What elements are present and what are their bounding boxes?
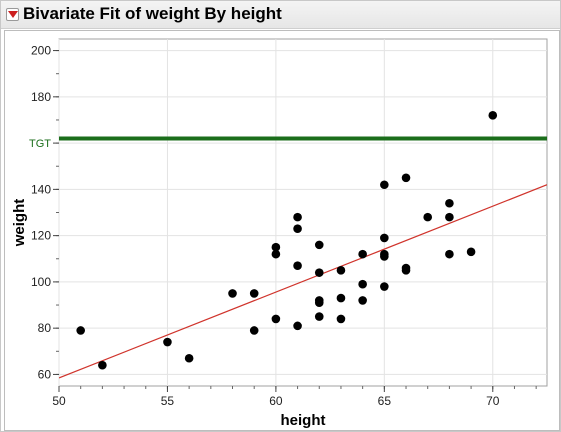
data-point[interactable] xyxy=(163,337,172,347)
data-point[interactable] xyxy=(445,212,454,222)
y-tick-label: 120 xyxy=(31,229,51,243)
y-tick-label: 200 xyxy=(31,44,51,58)
data-point[interactable] xyxy=(380,282,389,291)
data-point[interactable] xyxy=(466,247,476,257)
data-point[interactable] xyxy=(249,289,259,298)
report-title: Bivariate Fit of weight By height xyxy=(23,4,282,23)
y-axis-title: weight xyxy=(11,199,28,248)
report-title-bar: Bivariate Fit of weight By height xyxy=(1,1,560,29)
data-point[interactable] xyxy=(293,261,302,271)
data-point[interactable] xyxy=(358,296,367,305)
data-point[interactable] xyxy=(314,298,324,308)
data-point[interactable] xyxy=(314,312,324,321)
x-tick-label: 50 xyxy=(52,394,66,408)
data-point[interactable] xyxy=(401,173,411,183)
data-point[interactable] xyxy=(293,224,302,233)
y-tick-label: 80 xyxy=(38,321,52,335)
data-point[interactable] xyxy=(358,249,367,259)
x-tick-label: 55 xyxy=(161,394,175,408)
data-point[interactable] xyxy=(445,249,454,259)
data-point[interactable] xyxy=(358,279,367,289)
data-point[interactable] xyxy=(401,266,411,275)
x-tick-label: 60 xyxy=(269,394,283,408)
data-point[interactable] xyxy=(380,252,389,261)
data-point[interactable] xyxy=(76,326,85,335)
plot-area xyxy=(58,38,548,387)
data-point[interactable] xyxy=(336,266,346,275)
data-point[interactable] xyxy=(293,212,302,222)
data-point[interactable] xyxy=(314,240,324,250)
data-point[interactable] xyxy=(488,111,498,120)
data-point[interactable] xyxy=(271,314,281,324)
y-tick-label: 180 xyxy=(31,90,51,104)
data-point[interactable] xyxy=(336,293,346,303)
data-point[interactable] xyxy=(423,212,433,222)
data-point[interactable] xyxy=(249,326,259,335)
fit-line[interactable] xyxy=(59,184,547,379)
disclosure-triangle-icon[interactable] xyxy=(6,8,19,21)
reference-line-label: TGT xyxy=(29,138,51,150)
x-axis-title: height xyxy=(281,412,326,429)
plot-panel: 50 55 60 65 70 60 80 100 120 140 TGT 180 200 height we… xyxy=(4,30,560,431)
data-point[interactable] xyxy=(445,198,454,208)
scatter-chart[interactable]: 50 55 60 65 70 60 80 100 120 140 TGT 180 200 height we… xyxy=(5,31,559,430)
x-tick-label: 70 xyxy=(486,394,500,408)
data-point[interactable] xyxy=(98,360,107,370)
x-tick-label: 65 xyxy=(378,394,392,408)
y-tick-label: 60 xyxy=(38,367,52,381)
data-point[interactable] xyxy=(314,268,324,277)
data-point[interactable] xyxy=(380,233,389,243)
y-tick-label: 140 xyxy=(31,182,51,196)
data-point[interactable] xyxy=(380,180,389,190)
data-point[interactable] xyxy=(293,321,302,331)
data-point[interactable] xyxy=(271,249,281,259)
data-point[interactable] xyxy=(228,289,237,298)
data-point[interactable] xyxy=(184,353,194,363)
data-point[interactable] xyxy=(271,242,281,252)
data-point[interactable] xyxy=(336,314,346,324)
y-tick-label: 100 xyxy=(31,275,51,289)
